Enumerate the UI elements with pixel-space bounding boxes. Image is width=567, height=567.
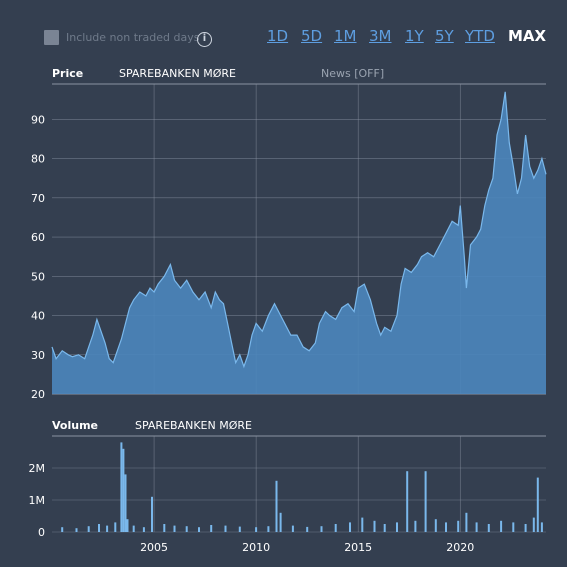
volume-bar	[396, 522, 398, 532]
volume-bar	[524, 524, 527, 532]
toolbar: Include non traded days i 1D 5D 1M 3M 1Y…	[0, 0, 567, 60]
include-non-traded-checkbox[interactable]	[44, 30, 59, 45]
volume-bar	[106, 525, 109, 532]
volume-bar	[198, 527, 200, 532]
volume-bar	[306, 526, 309, 532]
volume-bar	[373, 520, 376, 532]
volume-bar	[536, 477, 539, 532]
x-tick-label: 2010	[242, 541, 270, 554]
volume-bar	[532, 517, 535, 532]
price-y-axis: 20 30 40 50 60 70 80 90	[31, 113, 45, 401]
volume-bar	[151, 496, 153, 532]
volume-bar	[445, 522, 447, 532]
volume-bar	[122, 448, 125, 532]
volume-bar	[114, 522, 117, 532]
info-icon[interactable]: i	[197, 32, 212, 47]
price-tick-label: 50	[31, 270, 45, 283]
x-tick-label: 2015	[344, 541, 372, 554]
volume-bar	[512, 522, 515, 532]
volume-bar	[132, 525, 135, 532]
news-toggle[interactable]: News [OFF]	[321, 67, 385, 80]
volume-bar	[275, 480, 278, 532]
volume-bar	[163, 524, 166, 532]
volume-bar	[279, 512, 282, 532]
volume-bar	[414, 520, 417, 532]
price-tick-label: 40	[31, 310, 45, 323]
range-max-button[interactable]: MAX	[508, 27, 547, 45]
volume-panel-label: Volume	[52, 419, 98, 432]
volume-bar	[255, 527, 258, 532]
volume-bar	[361, 517, 364, 532]
price-line	[51, 91, 547, 369]
volume-bar	[120, 442, 123, 532]
volume-bar	[224, 525, 227, 532]
volume-bar	[61, 527, 64, 532]
volume-bar	[75, 528, 78, 532]
range-ytd-button[interactable]: YTD	[465, 27, 495, 45]
volume-tick-label: 1M	[29, 494, 46, 507]
volume-tick-label: 2M	[29, 462, 46, 475]
volume-bar	[424, 471, 427, 532]
price-panel-label: Price	[52, 67, 84, 80]
volume-bar	[487, 524, 490, 532]
volume-bar	[500, 520, 503, 532]
volume-bar	[87, 526, 90, 532]
price-tick-label: 90	[31, 113, 45, 126]
price-tick-label: 20	[31, 388, 45, 401]
price-area	[52, 91, 546, 395]
volume-series	[61, 442, 543, 532]
range-5y-button[interactable]: 5Y	[435, 27, 454, 45]
volume-bar	[465, 512, 468, 532]
volume-tick-label: 0	[38, 526, 45, 539]
volume-bar	[434, 519, 437, 532]
x-tick-label: 2020	[446, 541, 474, 554]
range-1d-button[interactable]: 1D	[267, 27, 289, 45]
volume-bar	[210, 525, 213, 532]
price-tick-label: 60	[31, 231, 45, 244]
volume-bar	[291, 525, 294, 532]
price-series	[51, 91, 547, 395]
volume-bar	[238, 526, 241, 532]
volume-bar	[406, 471, 409, 532]
price-tick-label: 70	[31, 192, 45, 205]
range-1m-button[interactable]: 1M	[334, 27, 357, 45]
volume-bar	[142, 527, 145, 532]
x-axis: 2005 2010 2015 2020	[140, 541, 474, 554]
volume-bar	[267, 526, 270, 532]
include-non-traded-label: Include non traded days	[66, 31, 200, 44]
range-3m-button[interactable]: 3M	[369, 27, 392, 45]
volume-panel-instrument: SPAREBANKEN MØRE	[135, 419, 252, 432]
range-5d-button[interactable]: 5D	[301, 27, 323, 45]
volume-bar	[185, 526, 188, 532]
x-tick-label: 2005	[140, 541, 168, 554]
volume-bar	[540, 522, 543, 532]
range-1y-button[interactable]: 1Y	[405, 27, 424, 45]
price-panel-instrument: SPAREBANKEN MØRE	[119, 67, 236, 80]
volume-y-axis: 0 1M 2M	[29, 462, 46, 539]
volume-bar	[173, 525, 176, 532]
price-tick-label: 30	[31, 349, 45, 362]
volume-bar	[457, 520, 460, 532]
volume-bar	[383, 524, 386, 532]
volume-bar	[349, 522, 351, 532]
volume-bar	[475, 522, 478, 532]
volume-bar	[126, 519, 129, 532]
price-tick-label: 80	[31, 153, 45, 166]
volume-bar	[320, 526, 323, 532]
volume-bar	[124, 474, 127, 532]
volume-bar	[98, 524, 100, 532]
volume-bar	[334, 524, 337, 532]
